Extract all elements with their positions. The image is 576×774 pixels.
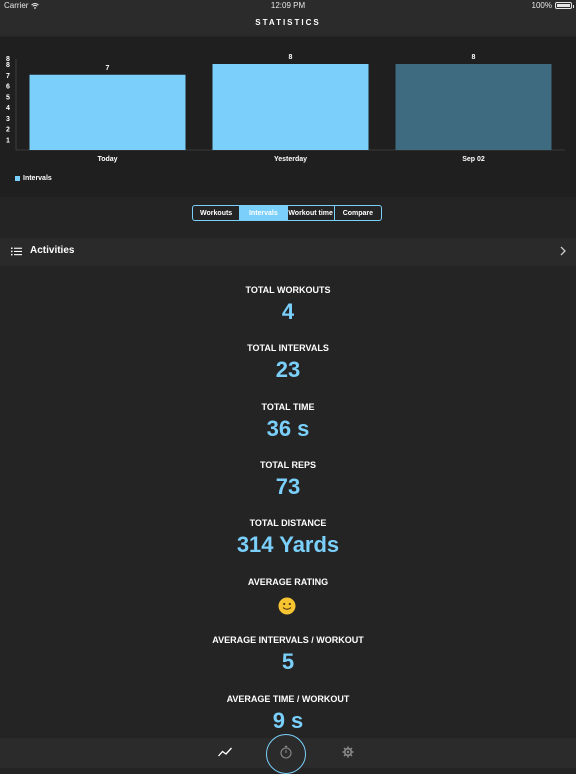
y-tick-label: 8 <box>6 62 10 69</box>
total-time-value: 36 s <box>266 416 310 441</box>
y-tick-label: 1 <box>6 137 10 144</box>
bar-data-label: 7 <box>106 65 110 72</box>
chevron-right-icon <box>560 246 566 256</box>
y-tick-label: 8 <box>6 56 10 63</box>
bar-sep-02 <box>395 64 552 150</box>
x-tick-label: Today <box>97 156 117 163</box>
legend-label: Intervals <box>23 175 52 182</box>
segment-intervals[interactable]: Intervals <box>240 206 288 220</box>
average-intervals-value: 5 <box>281 649 295 674</box>
bar-today <box>29 74 186 150</box>
total-intervals-label: TOTAL INTERVALS <box>247 343 329 353</box>
total-workouts-label: TOTAL WORKOUTS <box>245 285 331 295</box>
x-tick-label: Yesterday <box>274 156 307 163</box>
y-tick-label: 5 <box>6 94 10 101</box>
stopwatch-tab-button[interactable] <box>266 734 306 774</box>
total-intervals-value: 23 <box>275 357 301 382</box>
wifi-icon <box>31 2 40 9</box>
page-title: STATISTICS <box>0 12 576 36</box>
status-bar: Carrier 12:09 PM 100% <box>0 0 576 12</box>
list-icon <box>11 247 22 256</box>
y-tick-label: 3 <box>6 116 10 123</box>
battery-icon <box>555 2 574 9</box>
total-distance-label: TOTAL DISTANCE <box>249 518 327 528</box>
gear-icon[interactable] <box>342 746 354 758</box>
average-intervals-label: AVERAGE INTERVALS / WORKOUT <box>212 635 364 645</box>
x-tick-label: Sep 02 <box>462 156 485 163</box>
total-workouts-value: 4 <box>281 299 295 324</box>
bar-yesterday <box>212 64 369 150</box>
chart-area: 1 2 3 4 5 6 7 8 8 7 Today 8 Yesterday 8 Sep 02 Interva… <box>0 37 576 197</box>
bar-data-label: 8 <box>289 54 293 61</box>
total-reps-value: 73 <box>275 474 301 499</box>
total-distance-value: 314 Yards <box>236 532 340 557</box>
segment-workouts[interactable]: Workouts <box>193 206 241 220</box>
average-rating-label: AVERAGE RATING <box>247 577 329 587</box>
stopwatch-icon <box>280 745 292 759</box>
segment-workout-time[interactable]: Workout time <box>288 206 335 220</box>
y-tick-label: 2 <box>6 127 10 134</box>
battery-percent: 100% <box>531 1 552 10</box>
legend-swatch <box>15 176 20 181</box>
status-left: Carrier <box>4 1 40 10</box>
activities-title: Activities <box>30 245 75 256</box>
y-tick-label: 6 <box>6 84 10 91</box>
chart-legend: Intervals <box>15 175 52 182</box>
status-right: 100% <box>531 1 574 10</box>
y-tick-label: 4 <box>6 105 10 112</box>
bar-data-label: 8 <box>472 54 476 61</box>
activities-row[interactable]: Activities <box>0 238 576 266</box>
total-reps-label: TOTAL REPS <box>259 460 316 470</box>
stat-type-segmented-control: Workouts Intervals Workout time Compare <box>192 205 382 221</box>
y-tick-label: 7 <box>6 73 10 80</box>
carrier-label: Carrier <box>4 1 29 10</box>
total-time-label: TOTAL TIME <box>261 402 315 412</box>
average-time-value: 9 s <box>272 708 304 733</box>
smiley-face-icon <box>278 597 296 615</box>
segment-compare[interactable]: Compare <box>342 209 374 217</box>
average-time-label: AVERAGE TIME / WORKOUT <box>226 694 350 704</box>
trend-chart-icon[interactable] <box>218 747 232 757</box>
status-time: 12:09 PM <box>270 1 306 10</box>
